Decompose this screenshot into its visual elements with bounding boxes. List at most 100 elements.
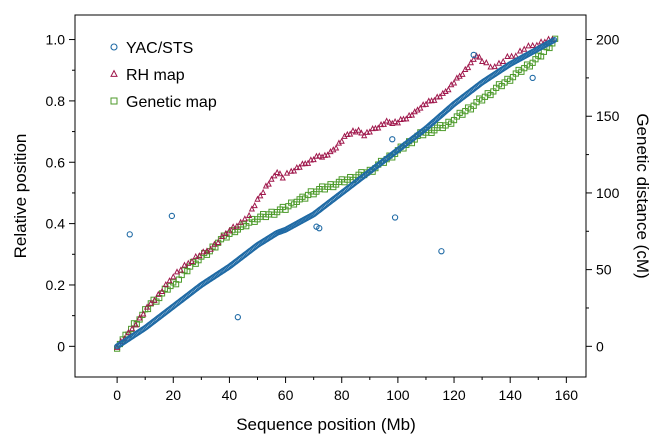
rh-map-point xyxy=(283,169,291,176)
legend-item: YAC/STS xyxy=(110,40,193,57)
rh-map-point xyxy=(200,248,207,255)
rh-map-point xyxy=(491,63,498,70)
rh-map-point xyxy=(279,174,286,181)
rh-map-point xyxy=(196,252,203,259)
rh-map-point xyxy=(525,42,532,49)
legend-label: YAC/STS xyxy=(126,40,193,57)
rh-map-point xyxy=(380,120,387,127)
rh-map-point xyxy=(487,63,494,70)
series-layer xyxy=(114,35,559,352)
legend-label: Genetic map xyxy=(126,94,217,111)
y-tick-label: 0.6 xyxy=(46,154,66,170)
rh-map-point xyxy=(265,180,272,187)
y-tick-label: 0 xyxy=(57,338,65,354)
legend-marker xyxy=(110,43,118,51)
rh-map-point xyxy=(215,238,222,245)
rh-map-point xyxy=(257,192,264,199)
rh-map-point xyxy=(251,202,258,209)
rh-map-point xyxy=(521,45,528,52)
rh-map-point xyxy=(192,252,199,260)
x-tick-label: 80 xyxy=(334,387,350,403)
rh-map-point xyxy=(274,168,281,176)
rh-map-point xyxy=(408,111,416,118)
rh-map-point xyxy=(529,41,536,49)
x-tick-label: 120 xyxy=(442,387,466,403)
rh-map-point xyxy=(483,59,490,66)
rh-map-point xyxy=(358,129,365,136)
y-axis-title: Relative position xyxy=(11,134,30,259)
rh-map-point xyxy=(304,159,312,166)
x-tick-label: 40 xyxy=(222,387,238,403)
rh-map-point xyxy=(537,38,545,45)
series-yac-sts xyxy=(114,37,558,350)
rh-map-point xyxy=(495,59,503,66)
rh-map-point xyxy=(296,163,303,170)
rh-map-point xyxy=(422,100,430,107)
y2-axis-title: Genetic distance (cM) xyxy=(633,113,652,278)
rh-map-point xyxy=(147,299,154,306)
rh-map-point xyxy=(333,144,340,151)
rh-map-point xyxy=(479,57,486,64)
y2-tick-label: 200 xyxy=(596,32,620,48)
rh-map-point xyxy=(233,222,241,229)
rh-map-point xyxy=(470,55,477,62)
x-tick-label: 60 xyxy=(278,387,294,403)
rh-map-point xyxy=(188,257,196,264)
y2-tick-label: 150 xyxy=(596,108,620,124)
rh-map-point xyxy=(226,227,233,234)
y2-tick-label: 100 xyxy=(596,185,620,201)
rh-map-point xyxy=(349,127,357,134)
rh-map-point xyxy=(125,329,132,336)
x-tick-label: 100 xyxy=(386,387,410,403)
rh-map-point xyxy=(375,124,382,131)
tick-labels: 0 20 40 60 80 100 120 140 160 0 0.2 0.4 0.6 0.8 1.0 0 50… xyxy=(46,32,620,403)
rh-map-point xyxy=(248,205,255,212)
rh-map-point xyxy=(366,128,373,135)
x-axis-title: Sequence position (Mb) xyxy=(236,415,416,434)
rh-map-point xyxy=(290,167,298,174)
rh-map-point xyxy=(436,93,444,100)
x-tick-label: 160 xyxy=(555,387,579,403)
yac-sts-point xyxy=(316,225,323,232)
x-tick-label: 140 xyxy=(499,387,523,403)
rh-map-point xyxy=(338,137,345,144)
rh-map-point xyxy=(207,245,214,252)
tick-marks xyxy=(69,39,592,383)
rh-map-point xyxy=(140,310,147,317)
legend-item: Genetic map xyxy=(110,94,217,111)
rh-map-point xyxy=(241,215,248,222)
rh-map-point xyxy=(268,175,275,182)
rh-map-point xyxy=(162,280,169,288)
rh-map-point xyxy=(276,170,284,177)
rh-map-point xyxy=(504,52,511,60)
y-tick-label: 0.8 xyxy=(46,93,66,109)
rh-map-point xyxy=(254,195,261,202)
rh-map-point xyxy=(445,86,452,93)
y-tick-label: 1.0 xyxy=(46,32,66,48)
legend-marker xyxy=(110,69,118,77)
y-tick-label: 0.2 xyxy=(46,277,66,293)
rh-map-point xyxy=(271,172,278,179)
rh-map-point xyxy=(324,151,331,158)
rh-map-point xyxy=(355,126,362,133)
rh-map-point xyxy=(222,230,229,237)
rh-map-point xyxy=(158,287,166,295)
rh-map-point xyxy=(386,118,393,125)
rh-map-point xyxy=(177,266,184,273)
rh-map-point xyxy=(132,321,139,328)
yac-sts-point xyxy=(438,248,445,255)
rh-map-point xyxy=(450,79,458,86)
legend: YAC/STS RH map Genetic map xyxy=(110,40,217,111)
rh-map-point xyxy=(237,218,244,225)
rh-map-point xyxy=(473,52,480,59)
rh-map-point xyxy=(476,53,483,60)
yac-sts-point xyxy=(529,74,536,82)
legend-item: RH map xyxy=(110,67,185,84)
rh-map-point xyxy=(394,119,401,126)
rh-map-point xyxy=(500,57,507,64)
legend-marker xyxy=(110,97,118,105)
y-tick-label: 0.4 xyxy=(46,216,66,232)
rh-map-point xyxy=(128,325,136,332)
